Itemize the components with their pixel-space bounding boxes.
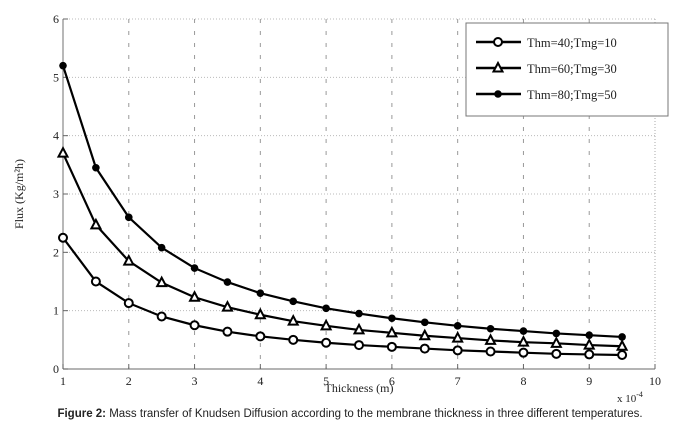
data-point-series-3 [289,297,298,306]
x-tick-label: 3 [192,374,198,388]
y-tick-label: 0 [53,362,59,376]
data-point-series-2 [155,275,168,288]
x-tick-label: 8 [520,374,526,388]
data-point-series-1 [321,337,332,348]
caption-text: Mass transfer of Knudsen Diffusion accor… [106,408,643,420]
data-point-series-1 [58,232,68,243]
y-tick-label: 2 [53,245,59,259]
x-tick-label: 10 [649,374,661,388]
data-point-series-1 [419,343,430,354]
data-point-series-1 [222,326,233,337]
data-point-series-2 [484,333,497,345]
data-point-series-2 [122,253,135,266]
data-point-series-2 [319,318,333,331]
data-point-series-3 [124,213,133,222]
legend-marker-1 [493,37,503,47]
data-point-series-3 [92,163,100,172]
data-point-series-3 [190,264,199,272]
x-tick-label: 2 [126,374,132,388]
x-tick-label: 7 [455,374,461,388]
data-point-series-1 [452,345,463,356]
data-point-series-3 [486,324,495,333]
data-point-series-2 [254,307,267,320]
x-tick-label: 4 [257,374,263,388]
legend-label: Thm=60;Tmg=30 [527,62,617,76]
data-point-series-1 [617,350,628,360]
data-point-series-3 [388,314,396,323]
y-axis-label: Flux (Kg/m²h) [12,159,26,229]
data-point-series-3 [585,331,594,339]
data-point-series-3 [420,318,429,327]
x-tick-label: 5 [323,374,329,388]
data-point-series-3 [552,329,561,338]
data-point-series-2 [418,328,431,341]
series-line-3 [61,65,623,339]
data-point-series-3 [223,278,232,286]
data-point-series-2 [583,337,596,350]
caption-label: Figure 2: [57,408,107,420]
data-point-series-2 [615,339,629,351]
data-point-series-2 [517,335,530,347]
y-tick-label: 1 [53,304,59,318]
y-tick-label: 3 [53,187,59,201]
x-multiplier: x 10-4 [617,390,643,405]
x-tick-label: 6 [389,374,395,388]
data-point-series-2 [287,314,300,326]
data-point-series-1 [189,320,200,331]
x-tick-label: 9 [586,374,592,388]
series-line-2 [62,152,623,348]
data-point-series-1 [255,331,266,342]
figure-caption: Figure 2: Mass transfer of Knudsen Diffu… [0,408,700,420]
data-point-series-3 [322,304,330,313]
data-point-series-3 [256,289,265,297]
legend-marker-3 [494,90,502,98]
data-point-series-2 [221,300,234,312]
data-point-series-3 [355,309,363,318]
data-point-series-1 [485,346,496,357]
y-tick-label: 4 [53,129,59,143]
data-point-series-1 [551,348,562,359]
data-point-series-2 [451,330,464,343]
data-point-series-2 [550,336,563,348]
data-point-series-1 [90,276,101,287]
data-point-series-2 [56,146,70,158]
data-point-series-1 [156,311,167,322]
data-point-series-2 [188,290,201,302]
data-point-series-1 [386,341,397,352]
data-point-series-3 [618,333,626,341]
legend-label: Thm=40;Tmg=10 [527,36,617,50]
data-point-series-1 [123,298,134,309]
data-point-series-2 [385,325,399,338]
data-point-series-2 [352,322,366,335]
series-line-1 [62,237,623,357]
x-axis-label: Thickness (m) [325,381,394,395]
data-point-series-2 [89,217,103,230]
data-point-series-1 [584,349,595,360]
y-tick-label: 6 [53,12,59,26]
legend-label: Thm=80;Tmg=50 [527,88,617,102]
data-point-series-1 [518,347,529,358]
data-point-series-3 [519,327,528,335]
data-point-series-3 [59,61,67,70]
legend-marker-2 [491,60,505,73]
y-tick-label: 5 [53,70,59,84]
data-point-series-3 [157,243,166,252]
data-point-series-3 [453,322,462,330]
data-point-series-1 [288,334,299,345]
x-tick-label: 1 [60,374,66,388]
data-point-series-1 [354,340,364,351]
